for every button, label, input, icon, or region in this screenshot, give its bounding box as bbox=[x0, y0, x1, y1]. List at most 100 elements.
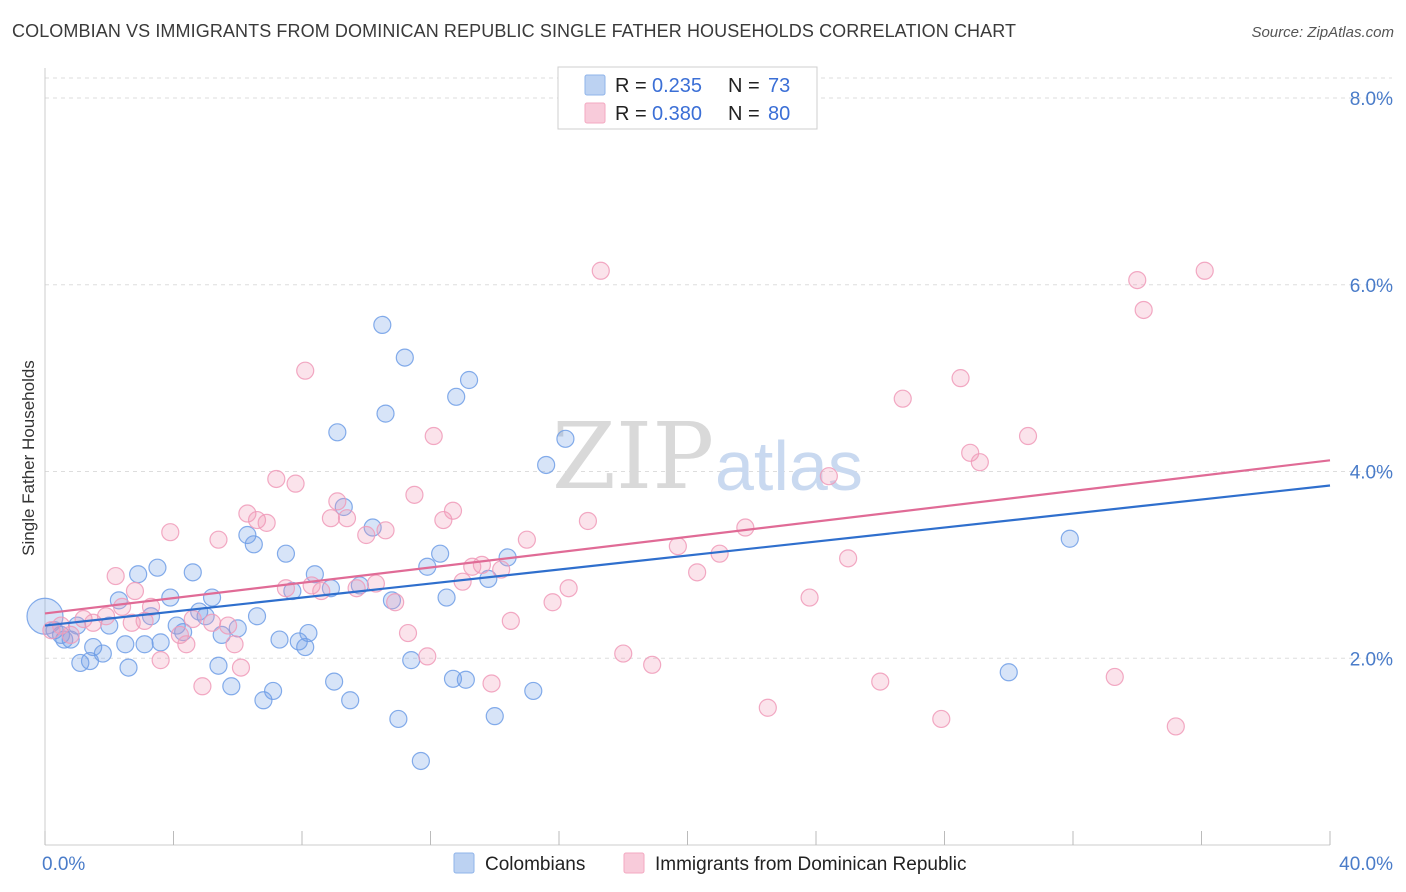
y-axis-label: Single Father Households bbox=[19, 360, 38, 556]
legend-r-label: R = bbox=[615, 103, 647, 125]
y-tick-label: 4.0% bbox=[1350, 463, 1393, 484]
data-point bbox=[559, 579, 578, 598]
data-point bbox=[148, 558, 167, 577]
data-point bbox=[177, 635, 196, 654]
data-point bbox=[125, 581, 145, 601]
data-point bbox=[209, 530, 228, 549]
data-point bbox=[758, 698, 777, 717]
chart-title: COLOMBIAN VS IMMIGRANTS FROM DOMINICAN R… bbox=[12, 21, 1017, 41]
data-point bbox=[328, 492, 347, 511]
data-point bbox=[119, 658, 138, 677]
series-points-dominican bbox=[42, 261, 1214, 736]
data-point bbox=[970, 453, 989, 472]
data-point bbox=[373, 315, 392, 335]
data-point bbox=[254, 691, 273, 710]
series-legend-label-colombians: Colombians bbox=[485, 854, 585, 875]
data-point bbox=[141, 597, 161, 616]
data-point bbox=[389, 709, 408, 729]
data-point bbox=[116, 635, 135, 654]
trend-lines bbox=[44, 459, 1331, 627]
data-point bbox=[932, 709, 951, 729]
series-legend-swatch-colombians bbox=[453, 852, 475, 874]
data-point bbox=[447, 387, 466, 406]
data-point bbox=[238, 525, 257, 545]
data-point bbox=[231, 658, 251, 677]
data-point bbox=[386, 593, 405, 612]
data-point bbox=[485, 707, 504, 726]
data-point bbox=[276, 544, 296, 563]
data-point bbox=[736, 518, 755, 537]
data-point bbox=[411, 751, 430, 771]
data-point bbox=[431, 544, 450, 563]
legend-n-label: N = bbox=[728, 75, 760, 97]
data-point bbox=[437, 588, 456, 607]
data-point bbox=[135, 635, 154, 654]
data-point bbox=[382, 591, 402, 610]
data-point bbox=[270, 630, 289, 649]
legend-r-label: R = bbox=[615, 75, 647, 97]
data-point bbox=[357, 525, 376, 545]
data-point bbox=[591, 261, 610, 280]
data-point bbox=[578, 511, 598, 531]
data-point bbox=[443, 669, 463, 688]
data-point bbox=[395, 348, 414, 367]
data-point bbox=[668, 537, 687, 556]
data-point bbox=[263, 681, 283, 701]
data-point bbox=[244, 535, 263, 554]
legend-n-value-dominican: 80 bbox=[768, 103, 790, 125]
data-point bbox=[193, 677, 212, 696]
data-point bbox=[1134, 300, 1153, 320]
axes bbox=[44, 68, 1331, 846]
data-point bbox=[183, 609, 202, 629]
data-point bbox=[129, 565, 148, 584]
data-point bbox=[112, 597, 132, 616]
data-point bbox=[434, 510, 453, 530]
data-point bbox=[296, 361, 315, 380]
data-point bbox=[405, 485, 424, 504]
data-point bbox=[398, 623, 418, 643]
data-point bbox=[61, 625, 80, 645]
legend-r-value-dominican: 0.380 bbox=[652, 103, 702, 125]
gridlines bbox=[45, 77, 1392, 659]
data-point bbox=[456, 670, 475, 689]
data-point bbox=[501, 611, 520, 631]
data-point bbox=[183, 563, 202, 582]
data-point bbox=[299, 623, 318, 643]
y-tick-label: 8.0% bbox=[1350, 89, 1393, 110]
data-points bbox=[26, 261, 1214, 771]
data-point bbox=[402, 651, 421, 670]
data-point bbox=[688, 563, 707, 582]
data-point bbox=[212, 625, 231, 645]
x-tick-label-max: 40.0% bbox=[1339, 854, 1393, 875]
data-point bbox=[96, 607, 116, 626]
data-point bbox=[893, 389, 912, 408]
data-point bbox=[951, 369, 970, 388]
data-point bbox=[376, 521, 395, 540]
data-point bbox=[238, 504, 257, 523]
data-point bbox=[819, 467, 838, 486]
data-point bbox=[93, 644, 112, 663]
x-tick-labels: 0.0% 40.0% bbox=[42, 854, 1393, 875]
data-point bbox=[1018, 426, 1038, 446]
data-point bbox=[267, 469, 286, 489]
data-point bbox=[459, 370, 479, 390]
data-point bbox=[1105, 667, 1124, 687]
legend-n-label: N = bbox=[728, 103, 760, 125]
legend-swatch-dominican bbox=[584, 102, 606, 124]
data-point bbox=[517, 530, 536, 549]
data-point bbox=[376, 404, 395, 423]
data-point bbox=[151, 633, 170, 652]
data-point bbox=[219, 616, 238, 635]
data-point bbox=[74, 609, 93, 629]
data-point bbox=[296, 637, 315, 657]
trend-line-dominican bbox=[44, 459, 1331, 615]
source-credit: Source: ZipAtlas.com bbox=[1251, 24, 1394, 41]
series-legend-label-dominican: Immigrants from Dominican Republic bbox=[655, 854, 967, 875]
data-point bbox=[257, 513, 276, 532]
data-point bbox=[347, 579, 366, 598]
data-point bbox=[202, 588, 222, 607]
data-point bbox=[337, 509, 357, 528]
legend-r-value-colombians: 0.235 bbox=[652, 75, 702, 97]
data-point bbox=[614, 644, 633, 663]
